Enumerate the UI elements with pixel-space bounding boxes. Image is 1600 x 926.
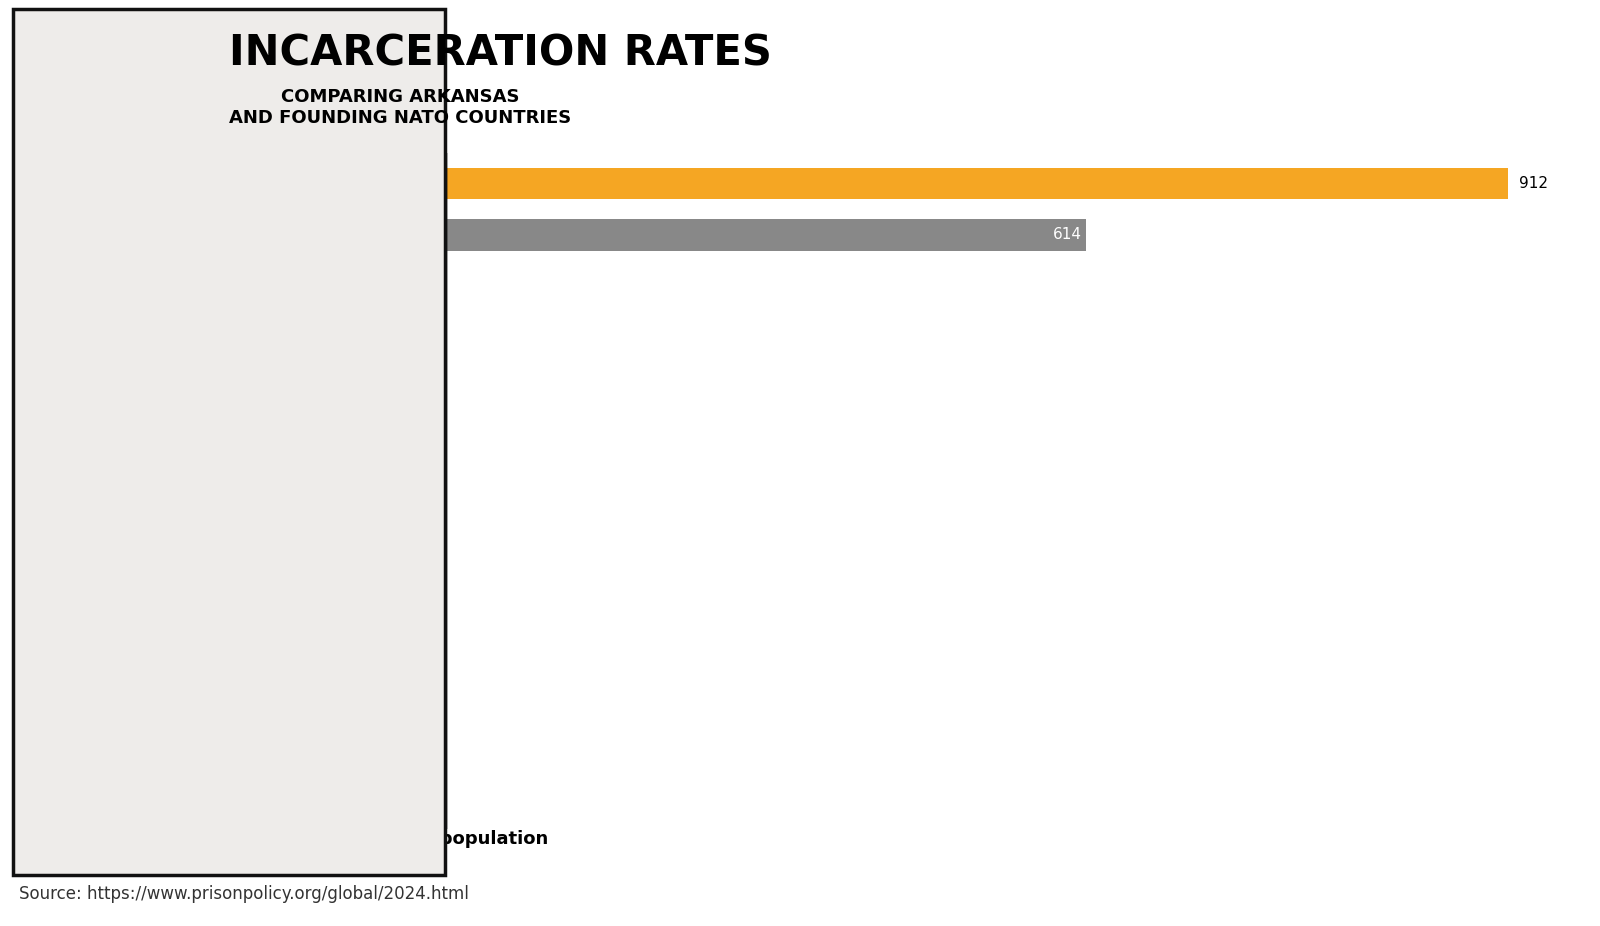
Text: Incarceration rates per 100,000 population: Incarceration rates per 100,000 populati… [112, 830, 549, 848]
Bar [216, 219, 1086, 251]
Bar [216, 424, 368, 456]
Bar [216, 168, 1507, 199]
Text: 36: 36 [243, 791, 262, 806]
Text: 109: 109 [338, 381, 366, 395]
Text: 105: 105 [331, 483, 360, 498]
Text: 116: 116 [347, 330, 376, 344]
Text: 69: 69 [290, 637, 309, 652]
Bar [216, 475, 365, 507]
Text: 912: 912 [1520, 176, 1549, 191]
Text: 144: 144 [387, 279, 416, 294]
Text: 88: 88 [317, 586, 336, 601]
Bar [216, 372, 371, 405]
Bar [216, 153, 445, 829]
Bar [216, 321, 381, 353]
Text: COMPARING ARKANSAS
AND FOUNDING NATO COUNTRIES: COMPARING ARKANSAS AND FOUNDING NATO COU… [229, 88, 571, 127]
Bar [216, 680, 309, 711]
Bar [216, 526, 354, 557]
Text: 614: 614 [1053, 227, 1082, 243]
Text: INCARCERATION RATES: INCARCERATION RATES [229, 32, 771, 74]
Bar [216, 629, 314, 660]
Text: 54: 54 [269, 739, 288, 755]
Bar [216, 577, 341, 609]
Text: 97: 97 [330, 534, 349, 549]
Text: Source: https://www.prisonpolicy.org/global/2024.html: Source: https://www.prisonpolicy.org/glo… [19, 885, 469, 903]
Text: 65: 65 [285, 688, 304, 703]
Bar [216, 270, 419, 302]
Text: 107: 107 [334, 432, 363, 447]
Bar [216, 782, 267, 814]
Bar [216, 731, 293, 763]
